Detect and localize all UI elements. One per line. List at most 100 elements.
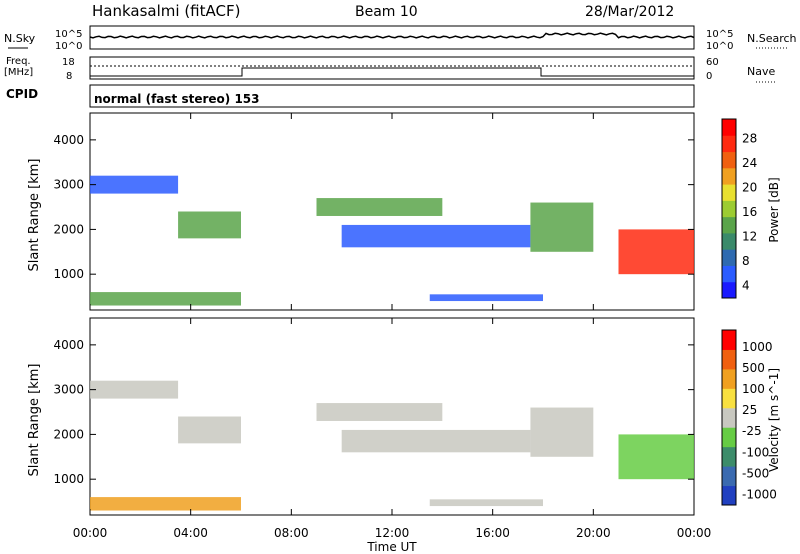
velocity-ylabel: Slant Range [km] bbox=[27, 364, 42, 477]
colorbar-swatch bbox=[722, 388, 736, 409]
echo-region bbox=[316, 198, 443, 216]
station-title: Hankasalmi (fitACF) bbox=[92, 2, 240, 20]
echo-region bbox=[618, 434, 694, 480]
echo-region bbox=[90, 292, 241, 306]
nsky-trace bbox=[89, 32, 695, 39]
echo-region bbox=[429, 294, 543, 302]
freq-label: Freq. bbox=[6, 56, 31, 67]
xtick-label: 00:00 bbox=[73, 526, 108, 540]
nsky-tick-top: 10^5 bbox=[55, 29, 82, 40]
echo-region bbox=[530, 202, 594, 252]
colorbar-swatch bbox=[722, 216, 736, 234]
colorbar-tick-label: -100 bbox=[742, 445, 769, 459]
freq-tick-bottom: 8 bbox=[66, 71, 72, 82]
freq-panel: Freq. [MHz] 18 8 60 0 Nave CPID normal (… bbox=[4, 56, 776, 108]
colorbar-tick-label: 25 bbox=[742, 403, 757, 417]
ytick-label: 3000 bbox=[53, 178, 84, 192]
colorbar-tick-label: 100 bbox=[742, 382, 765, 396]
colorbar-tick-label: 20 bbox=[742, 181, 757, 195]
xtick-label: 12:00 bbox=[375, 526, 410, 540]
time-axis: 00:00 04:00 08:00 12:00 16:00 20:00 00:00 bbox=[73, 113, 712, 540]
nsearch-tick-top: 10^5 bbox=[706, 29, 733, 40]
colorbar-swatch bbox=[722, 232, 736, 250]
freq-unit: [MHz] bbox=[4, 67, 33, 78]
echo-region bbox=[530, 407, 594, 457]
colorbar-swatch bbox=[722, 446, 736, 467]
colorbar-tick-label: -500 bbox=[742, 466, 769, 480]
echo-region bbox=[429, 499, 543, 507]
xtick-label: 00:00 bbox=[677, 526, 712, 540]
colorbar-tick-label: 28 bbox=[742, 132, 757, 146]
nave-label: Nave bbox=[747, 65, 775, 78]
ytick-label: 3000 bbox=[53, 383, 84, 397]
velocity-yticks: 4000 3000 2000 1000 bbox=[53, 338, 694, 486]
echo-region bbox=[316, 403, 443, 421]
echo-region bbox=[618, 229, 694, 275]
date-title: 28/Mar/2012 bbox=[585, 4, 674, 20]
echo-region bbox=[341, 429, 531, 453]
colorbar-swatch bbox=[722, 200, 736, 218]
nave-tick-bottom: 0 bbox=[706, 71, 712, 82]
cpid-text: normal (fast stereo) 153 bbox=[94, 92, 260, 106]
colorbar-swatch bbox=[722, 249, 736, 266]
power-echoes bbox=[90, 175, 694, 306]
nsky-tick-bottom: 10^0 bbox=[55, 41, 82, 52]
colorbar-swatch bbox=[722, 265, 736, 283]
colorbar-swatch bbox=[722, 466, 736, 487]
xtick-label: 08:00 bbox=[274, 526, 309, 540]
freq-tick-top: 18 bbox=[62, 57, 75, 68]
echo-region bbox=[178, 211, 241, 239]
echo-region bbox=[341, 224, 531, 248]
colorbar-tick-label: 4 bbox=[742, 279, 750, 293]
colorbar-tick-label: 24 bbox=[742, 156, 757, 170]
colorbar-swatch bbox=[722, 167, 736, 185]
power-colorbar-label: Power [dB] bbox=[767, 177, 781, 242]
xtick-label: 04:00 bbox=[173, 526, 208, 540]
colorbar-swatch bbox=[722, 349, 736, 370]
colorbar-tick-label: -1000 bbox=[742, 487, 777, 501]
nsearch-label: N.Search bbox=[747, 32, 797, 45]
velocity-echoes bbox=[90, 380, 694, 511]
nsky-label: N.Sky bbox=[4, 32, 36, 45]
colorbar-swatch bbox=[722, 485, 736, 506]
ytick-label: 1000 bbox=[53, 267, 84, 281]
velocity-colorbar-label: Velocity [m s^-1] bbox=[767, 368, 781, 472]
colorbar-tick-label: 1000 bbox=[742, 340, 773, 354]
colorbar-frame bbox=[721, 118, 737, 299]
colorbar-swatch bbox=[722, 184, 736, 201]
colorbar-tick-label: 8 bbox=[742, 254, 750, 268]
power-colorbar: 28 24 20 16 12 8 4 bbox=[721, 118, 757, 299]
ytick-label: 2000 bbox=[53, 427, 84, 441]
nsearch-tick-bottom: 10^0 bbox=[706, 41, 733, 52]
velocity-colorbar: 1000 500 100 25 -25 -100 -500 -1000 bbox=[721, 329, 777, 506]
colorbar-swatch bbox=[722, 427, 736, 448]
velocity-panel: Slant Range [km] 4000 3000 2000 1000 1000 50… bbox=[27, 317, 781, 516]
colorbar-swatch bbox=[722, 368, 736, 389]
echo-region bbox=[178, 416, 241, 444]
colorbar-swatch bbox=[722, 135, 736, 153]
cpid-label: CPID bbox=[6, 87, 38, 101]
colorbar-swatch bbox=[722, 330, 736, 350]
xtick-label: 20:00 bbox=[576, 526, 611, 540]
nsky-panel: N.Sky 10^5 10^0 10^5 10^0 N.Search bbox=[4, 25, 797, 52]
colorbar-swatch bbox=[722, 407, 736, 428]
echo-region bbox=[90, 175, 179, 194]
echo-region bbox=[90, 497, 241, 511]
colorbar-swatch bbox=[722, 281, 736, 299]
colorbar-swatch bbox=[722, 119, 736, 136]
nave-trace bbox=[90, 67, 694, 77]
echo-region bbox=[90, 380, 179, 399]
colorbar-frame bbox=[721, 329, 737, 506]
colorbar-tick-label: 16 bbox=[742, 205, 757, 219]
colorbar-tick-label: -25 bbox=[742, 424, 762, 438]
xaxis-label: Time UT bbox=[366, 540, 417, 554]
power-yticks: 4000 3000 2000 1000 bbox=[53, 133, 694, 281]
ytick-label: 1000 bbox=[53, 472, 84, 486]
ytick-label: 2000 bbox=[53, 222, 84, 236]
cpid-panel bbox=[89, 84, 695, 108]
ytick-label: 4000 bbox=[53, 338, 84, 352]
xtick-label: 16:00 bbox=[475, 526, 510, 540]
power-panel: Slant Range [km] 4000 3000 2000 1000 28 24 20… bbox=[27, 112, 781, 311]
colorbar-tick-label: 12 bbox=[742, 230, 757, 244]
